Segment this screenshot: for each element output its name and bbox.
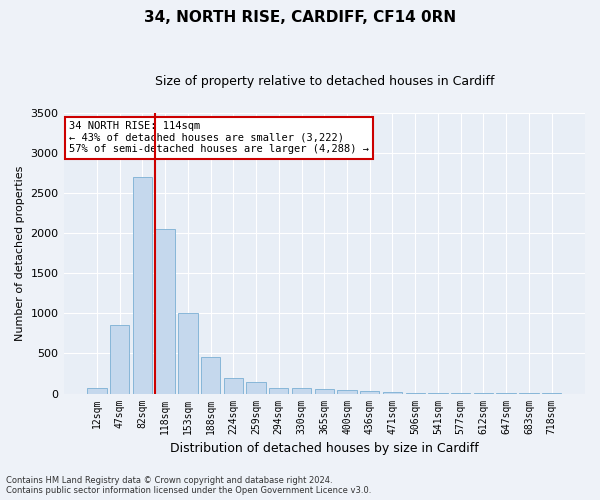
Bar [360, 391, 379, 394]
Text: 34 NORTH RISE: 114sqm
← 43% of detached houses are smaller (3,222)
57% of semi-d: 34 NORTH RISE: 114sqm ← 43% of detached … [69, 121, 369, 154]
Y-axis label: Number of detached properties: Number of detached properties [15, 166, 25, 341]
X-axis label: Distribution of detached houses by size in Cardiff: Distribution of detached houses by size … [170, 442, 479, 455]
Bar [292, 388, 311, 394]
Bar [269, 388, 289, 394]
Bar [224, 378, 243, 394]
Bar [178, 314, 197, 394]
Bar [337, 390, 356, 394]
Text: 34, NORTH RISE, CARDIFF, CF14 0RN: 34, NORTH RISE, CARDIFF, CF14 0RN [144, 10, 456, 25]
Bar [133, 177, 152, 394]
Bar [314, 388, 334, 394]
Bar [155, 229, 175, 394]
Bar [247, 382, 266, 394]
Title: Size of property relative to detached houses in Cardiff: Size of property relative to detached ho… [155, 75, 494, 88]
Bar [201, 358, 220, 394]
Bar [383, 392, 402, 394]
Text: Contains HM Land Registry data © Crown copyright and database right 2024.
Contai: Contains HM Land Registry data © Crown c… [6, 476, 371, 495]
Bar [110, 326, 130, 394]
Bar [87, 388, 107, 394]
